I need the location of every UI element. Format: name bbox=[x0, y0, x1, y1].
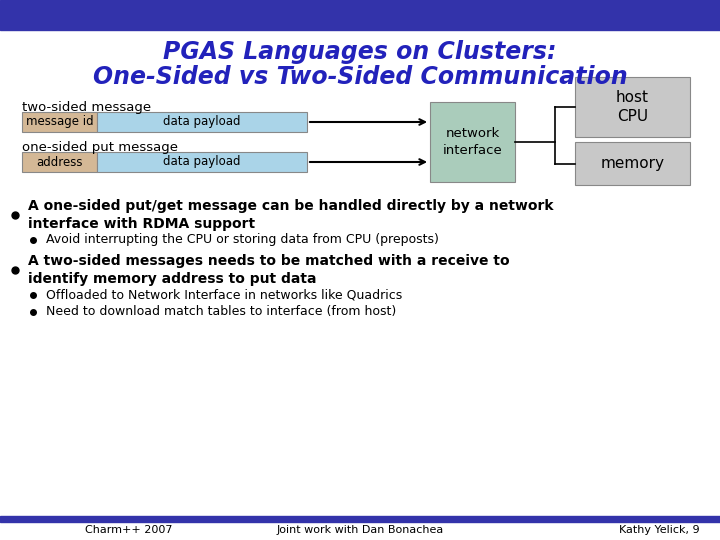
Text: One-Sided vs Two-Sided Communication: One-Sided vs Two-Sided Communication bbox=[93, 65, 627, 89]
Text: A one-sided put/get message can be handled directly by a network
interface with : A one-sided put/get message can be handl… bbox=[28, 199, 554, 231]
Text: A two-sided messages needs to be matched with a receive to
identify memory addre: A two-sided messages needs to be matched… bbox=[28, 254, 510, 286]
Text: memory: memory bbox=[600, 156, 665, 171]
Text: Offloaded to Network Interface in networks like Quadrics: Offloaded to Network Interface in networ… bbox=[46, 288, 402, 301]
Bar bbox=[0, 0, 720, 30]
Bar bbox=[575, 77, 690, 137]
Bar bbox=[22, 112, 97, 132]
Bar bbox=[0, 516, 720, 522]
Text: PGAS Languages on Clusters:: PGAS Languages on Clusters: bbox=[163, 40, 557, 64]
Text: data payload: data payload bbox=[163, 156, 240, 168]
Text: Charm++ 2007: Charm++ 2007 bbox=[85, 525, 173, 535]
Text: message id: message id bbox=[26, 116, 94, 129]
Text: two-sided message: two-sided message bbox=[22, 102, 151, 114]
Bar bbox=[430, 102, 515, 182]
Text: Avoid interrupting the CPU or storing data from CPU (preposts): Avoid interrupting the CPU or storing da… bbox=[46, 233, 439, 246]
Text: Joint work with Dan Bonachea: Joint work with Dan Bonachea bbox=[276, 525, 444, 535]
Text: one-sided put message: one-sided put message bbox=[22, 141, 178, 154]
Bar bbox=[97, 152, 307, 172]
Text: Need to download match tables to interface (from host): Need to download match tables to interfa… bbox=[46, 306, 396, 319]
Text: data payload: data payload bbox=[163, 116, 240, 129]
Text: network
interface: network interface bbox=[443, 127, 503, 157]
Text: host
CPU: host CPU bbox=[616, 90, 649, 124]
Bar bbox=[97, 112, 307, 132]
Text: Kathy Yelick, 9: Kathy Yelick, 9 bbox=[619, 525, 700, 535]
Bar bbox=[575, 142, 690, 185]
Text: address: address bbox=[36, 156, 83, 168]
Bar bbox=[22, 152, 97, 172]
